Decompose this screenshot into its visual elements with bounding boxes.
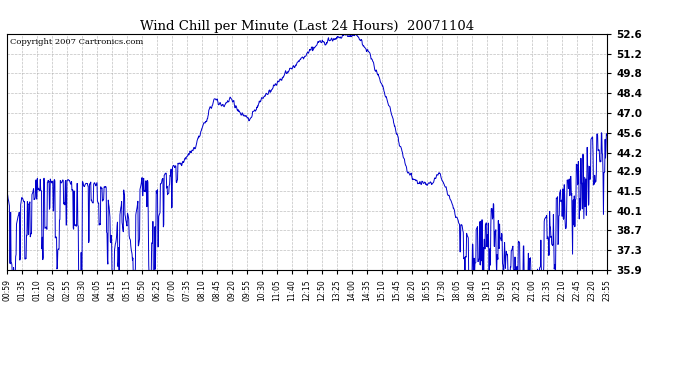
Title: Wind Chill per Minute (Last 24 Hours)  20071104: Wind Chill per Minute (Last 24 Hours) 20… xyxy=(140,20,474,33)
Text: Copyright 2007 Cartronics.com: Copyright 2007 Cartronics.com xyxy=(10,39,143,46)
